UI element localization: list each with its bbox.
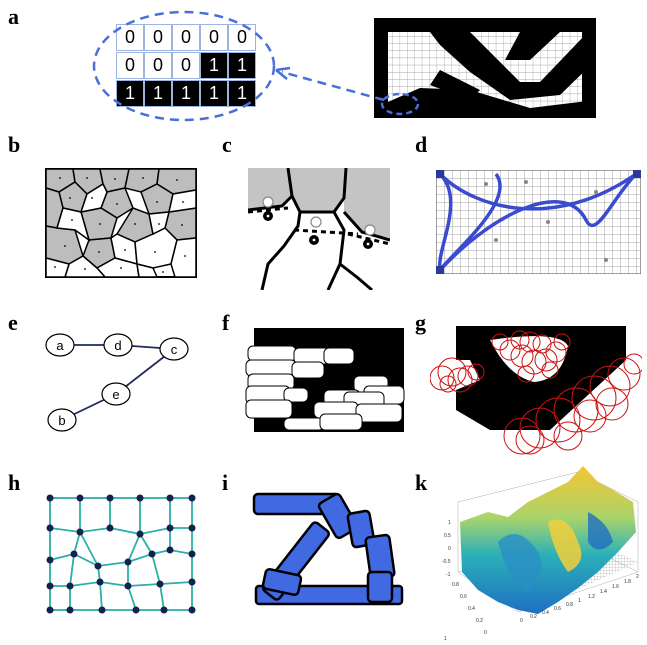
node-e: e xyxy=(112,387,119,402)
node-a: a xyxy=(56,338,64,353)
panel-k-surface: 1 0.5 0 -0.5 -1 0 0.2 0.4 0.6 0.8 1 1.2 … xyxy=(442,466,639,642)
x-tick: 1.6 xyxy=(612,584,619,590)
topology-grid-image xyxy=(374,18,596,118)
matrix-cell: 0 xyxy=(144,24,172,51)
x-tick: 0.6 xyxy=(554,606,561,612)
label-c: c xyxy=(222,132,232,157)
arrow-head xyxy=(275,66,291,80)
matrix-cell: 1 xyxy=(144,80,172,107)
x-tick: 1 xyxy=(578,598,581,604)
panel-i-bars xyxy=(252,492,404,606)
node-c: c xyxy=(171,342,178,357)
y-tick: 0.5 xyxy=(444,533,451,539)
y-tick: -0.5 xyxy=(442,559,451,565)
matrix-cell: 1 xyxy=(116,80,144,107)
label-f: f xyxy=(222,310,230,335)
matrix-cell: 1 xyxy=(172,80,200,107)
x-tick: 2 xyxy=(636,574,639,580)
matrix-cell: 0 xyxy=(228,24,256,51)
z-tick: 0.8 xyxy=(452,582,459,588)
matrix-cell: 0 xyxy=(200,24,228,51)
label-e: e xyxy=(8,310,18,335)
matrix-cell: 1 xyxy=(200,52,228,79)
panel-f-blocks xyxy=(245,328,405,432)
zoom-arrow xyxy=(281,70,385,102)
matrix-cell: 1 xyxy=(200,80,228,107)
matrix-cell: 1 xyxy=(228,52,256,79)
panel-e-graph: a d c e b xyxy=(45,333,189,432)
label-d: d xyxy=(415,132,428,157)
x-tick: 0.2 xyxy=(530,614,537,620)
matrix-cell: 0 xyxy=(172,52,200,79)
label-k: k xyxy=(415,470,428,495)
matrix-cell: 1 xyxy=(228,80,256,107)
panel-a-matrix: 0 0 0 0 0 0 0 0 1 1 1 1 1 1 1 xyxy=(116,24,256,108)
panel-c-cells xyxy=(248,168,390,290)
label-g: g xyxy=(415,310,426,335)
y-tick: -1 xyxy=(446,572,451,578)
x-tick: 0 xyxy=(520,618,523,624)
matrix-cell: 0 xyxy=(144,52,172,79)
label-i: i xyxy=(222,470,229,495)
label-h: h xyxy=(8,470,21,495)
z-tick: 0.4 xyxy=(468,606,475,612)
panel-d-curves xyxy=(436,170,641,274)
zoom-ellipse xyxy=(92,10,276,122)
z-tick: 0 xyxy=(484,630,487,636)
node-d: d xyxy=(114,338,121,353)
z-tick: 0.2 xyxy=(476,618,483,624)
node-b: b xyxy=(58,413,65,428)
x-tick: 1.2 xyxy=(588,594,595,600)
zoom-source-ellipse xyxy=(380,92,420,116)
x-tick: 0.4 xyxy=(542,610,549,616)
matrix-cell: 0 xyxy=(172,24,200,51)
panel-h-mesh xyxy=(46,494,196,614)
z-tick: 0.6 xyxy=(460,594,467,600)
matrix-cell: 0 xyxy=(116,52,144,79)
x-tick: 1.4 xyxy=(600,589,607,595)
panel-g-circles xyxy=(430,326,642,455)
panel-a-graphics xyxy=(92,10,596,122)
z-tick: 1 xyxy=(444,636,447,642)
x-tick: 0.8 xyxy=(566,602,573,608)
x-tick: 1.8 xyxy=(624,579,631,585)
panel-b-voronoi xyxy=(45,168,197,278)
y-tick: 0 xyxy=(448,546,451,552)
label-a: a xyxy=(8,4,19,29)
y-tick: 1 xyxy=(448,520,451,526)
label-b: b xyxy=(8,132,21,157)
